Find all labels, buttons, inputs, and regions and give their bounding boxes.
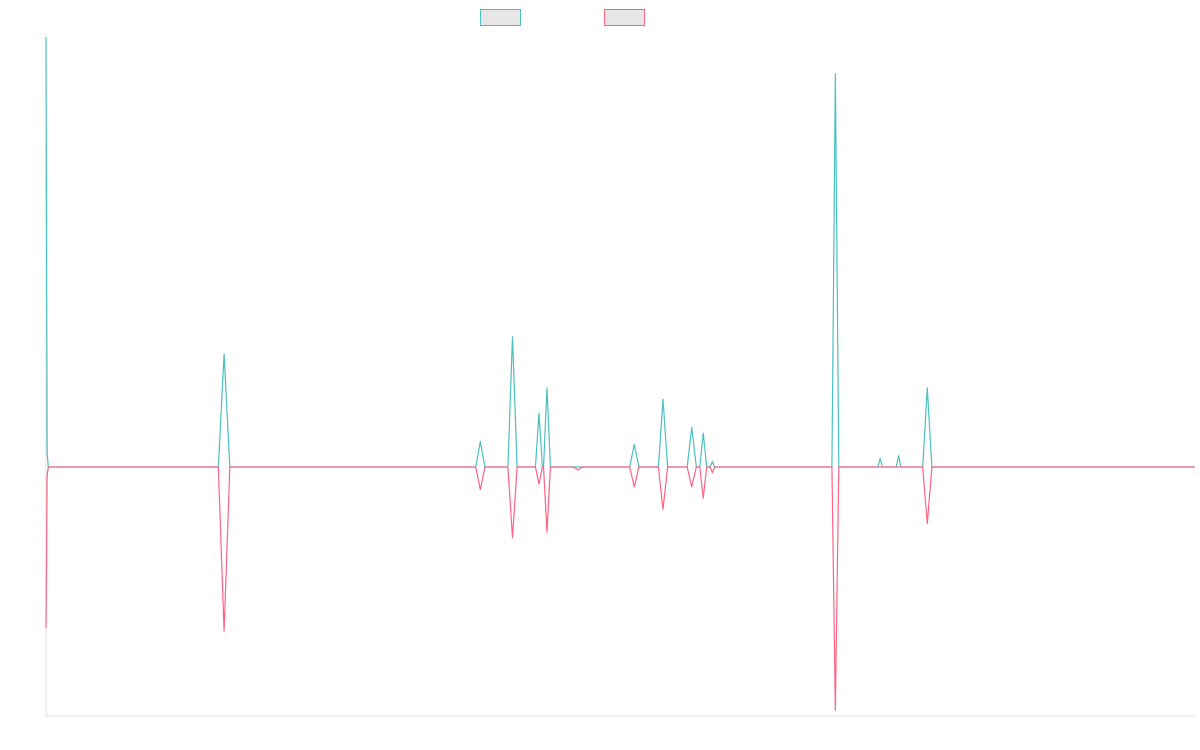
legend[interactable] [480,9,645,26]
series-layer [45,36,1195,711]
legend-item-0[interactable] [480,9,521,26]
legend-item-1[interactable] [604,9,645,26]
axes [45,37,1195,717]
series-line-1 [45,466,1195,711]
legend-swatch-1 [604,9,645,26]
legend-swatch-0 [480,9,521,26]
series-line-0 [45,36,1195,468]
